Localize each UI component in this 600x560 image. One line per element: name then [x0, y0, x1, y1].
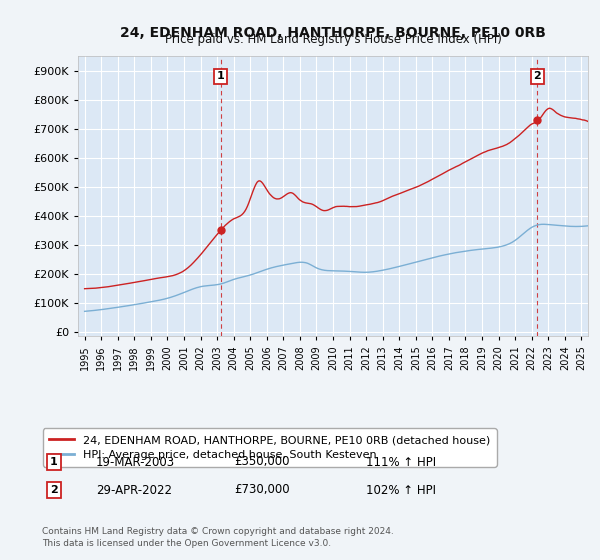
- Text: Contains HM Land Registry data © Crown copyright and database right 2024.
This d: Contains HM Land Registry data © Crown c…: [42, 527, 394, 548]
- Text: 102% ↑ HPI: 102% ↑ HPI: [366, 483, 436, 497]
- Text: 2: 2: [533, 71, 541, 81]
- Text: 1: 1: [50, 457, 58, 467]
- Text: Price paid vs. HM Land Registry's House Price Index (HPI): Price paid vs. HM Land Registry's House …: [164, 33, 502, 46]
- Title: 24, EDENHAM ROAD, HANTHORPE, BOURNE, PE10 0RB: 24, EDENHAM ROAD, HANTHORPE, BOURNE, PE1…: [120, 26, 546, 40]
- Text: 29-APR-2022: 29-APR-2022: [96, 483, 172, 497]
- Text: 2: 2: [50, 485, 58, 495]
- Legend: 24, EDENHAM ROAD, HANTHORPE, BOURNE, PE10 0RB (detached house), HPI: Average pri: 24, EDENHAM ROAD, HANTHORPE, BOURNE, PE1…: [43, 428, 497, 466]
- Text: £350,000: £350,000: [234, 455, 290, 469]
- Text: £730,000: £730,000: [234, 483, 290, 497]
- Text: 111% ↑ HPI: 111% ↑ HPI: [366, 455, 436, 469]
- Text: 1: 1: [217, 71, 224, 81]
- Text: 19-MAR-2003: 19-MAR-2003: [96, 455, 175, 469]
